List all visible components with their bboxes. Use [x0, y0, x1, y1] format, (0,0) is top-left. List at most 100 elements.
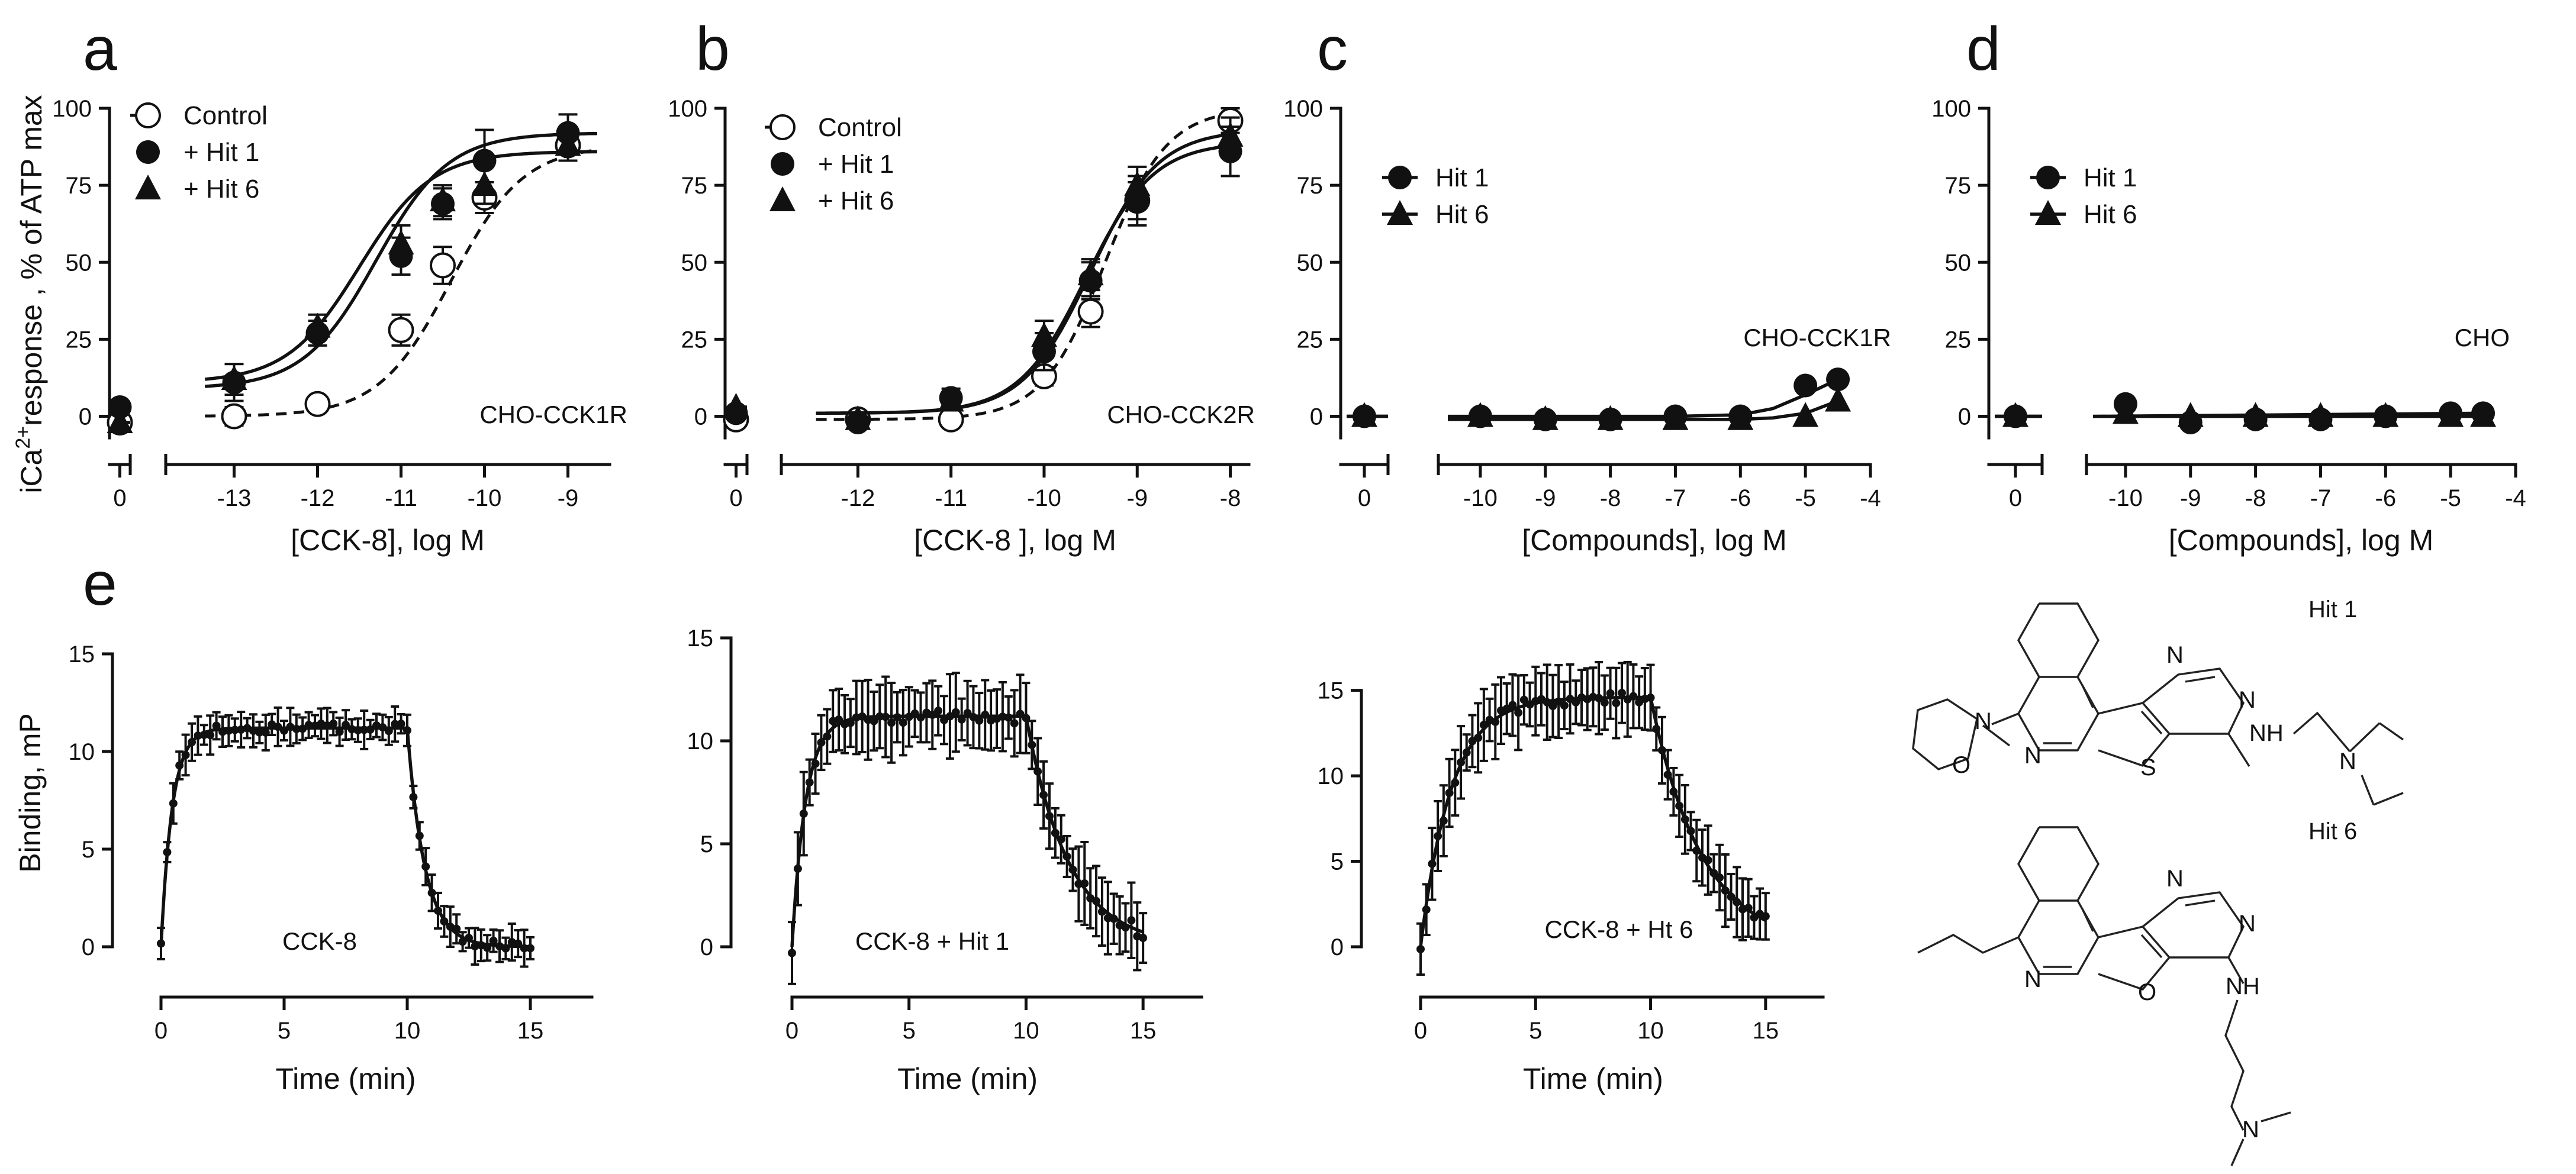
legend-label: + Hit 1: [818, 150, 894, 179]
data-point: [388, 317, 414, 343]
x-axis-title: Time (min): [1523, 1062, 1663, 1095]
x-tick-label: 0: [2009, 485, 2022, 511]
fit-curve-hit-1: [1448, 378, 1839, 418]
data-point: [304, 391, 331, 417]
data-point: [893, 713, 901, 722]
x-tick-label: 0: [1358, 485, 1371, 511]
data-point: [2470, 402, 2497, 427]
x-tick-label: -7: [2310, 485, 2332, 511]
data-point: [526, 944, 534, 953]
data-point: [501, 944, 510, 953]
data-point: [304, 721, 313, 730]
data-point: [1121, 923, 1130, 932]
data-point: [799, 809, 808, 818]
hit-1-atom-n4: N: [2339, 749, 2356, 775]
x-tick-label: -6: [2375, 485, 2397, 511]
data-point: [2307, 402, 2334, 427]
y-tick-label: 25: [1297, 327, 1324, 353]
x-tick-label: 0: [1414, 1018, 1427, 1044]
data-point: [1439, 817, 1448, 825]
y-tick-label: 75: [1945, 173, 1972, 199]
legend-marker: [771, 152, 794, 176]
data-point: [280, 726, 288, 735]
data-point: [945, 712, 954, 721]
data-point: [255, 728, 264, 737]
data-point: [304, 312, 331, 338]
x-tick-label: 0: [729, 485, 742, 511]
legend-label: Control: [818, 113, 902, 142]
data-point: [1457, 758, 1465, 767]
data-point: [1548, 702, 1557, 711]
data-point: [1010, 719, 1019, 728]
legend-marker: [2036, 166, 2060, 189]
x-tick-label: -9: [2180, 485, 2201, 511]
dose-response-panel-d: 0 25 50 75 100 0 -10 -9 -8 -7 -6 -5 -4 [Compounds], l…: [1931, 96, 2526, 557]
legend-marker: [769, 186, 796, 211]
hit-1-structure-drawing: Hit 1 N N N S NH N N O: [1912, 596, 2404, 806]
data-point: [218, 727, 227, 736]
x-tick-label: -8: [1600, 485, 1621, 511]
x-tick-label: -12: [841, 485, 875, 511]
data-point: [1595, 694, 1603, 702]
data-point: [1792, 402, 1819, 427]
data-point: [1474, 733, 1483, 742]
data-point: [2112, 399, 2139, 424]
x-axis-title: Time (min): [275, 1062, 416, 1095]
legend-label: Hit 6: [2084, 200, 2137, 229]
data-point-zero: [723, 392, 749, 418]
data-point: [347, 725, 356, 734]
cell-line-annotation: CHO-CCK1R: [479, 401, 627, 428]
data-point: [1629, 692, 1638, 701]
panel-letter-e: e: [83, 550, 117, 618]
data-point: [1727, 405, 1754, 430]
data-point: [1675, 801, 1684, 810]
data-point: [169, 799, 178, 808]
data-point: [811, 759, 820, 768]
hit-1-atom-n3: N: [2239, 687, 2256, 713]
hit-6-atom-n2: N: [2166, 866, 2184, 892]
fit-curve-control: [816, 111, 1235, 421]
data-point: [1068, 865, 1077, 874]
y-tick-label: 100: [1283, 96, 1323, 122]
data-point: [221, 365, 247, 391]
x-tick-label: 5: [903, 1018, 916, 1044]
data-point: [1033, 767, 1042, 776]
data-point: [1727, 892, 1735, 901]
x-tick-label: 15: [1753, 1018, 1779, 1044]
y-tick-label: 50: [681, 250, 708, 276]
data-point: [1092, 896, 1101, 905]
binding-kinetics-panel-3: 0 5 10 15 0 5 10 15 Time (min) CCK-8 + Ht 6: [1318, 660, 1825, 1095]
data-point: [430, 186, 456, 212]
x-tick-label: -12: [301, 485, 335, 511]
data-point: [1445, 788, 1454, 797]
data-point: [951, 708, 960, 717]
legend-label: Hit 1: [1435, 163, 1489, 192]
data-point: [1652, 724, 1661, 733]
y-tick-label: 10: [687, 728, 714, 754]
legend-marker: [769, 114, 796, 140]
data-point: [1761, 912, 1770, 921]
x-tick-label: -9: [1126, 485, 1148, 511]
data-point: [1004, 713, 1013, 722]
hit-6-atom-n3: N: [2239, 911, 2256, 937]
data-point: [957, 715, 966, 724]
data-point: [981, 711, 990, 720]
data-point: [2437, 402, 2464, 427]
data-point: [1097, 907, 1106, 916]
data-point: [2242, 402, 2269, 427]
x-tick-label: -6: [1730, 485, 1751, 511]
data-point: [1514, 708, 1523, 717]
data-point: [1686, 827, 1695, 836]
data-point: [1077, 298, 1104, 325]
hit-1-atom-o: O: [1952, 752, 1970, 778]
data-point: [157, 939, 165, 948]
data-point: [335, 727, 344, 736]
y-tick-label: 5: [700, 831, 713, 857]
data-point: [1217, 121, 1244, 147]
data-point: [458, 937, 467, 946]
data-point: [846, 718, 855, 727]
x-tick-label: -13: [217, 485, 252, 511]
legend-marker: [136, 140, 160, 164]
data-point: [1051, 828, 1060, 837]
